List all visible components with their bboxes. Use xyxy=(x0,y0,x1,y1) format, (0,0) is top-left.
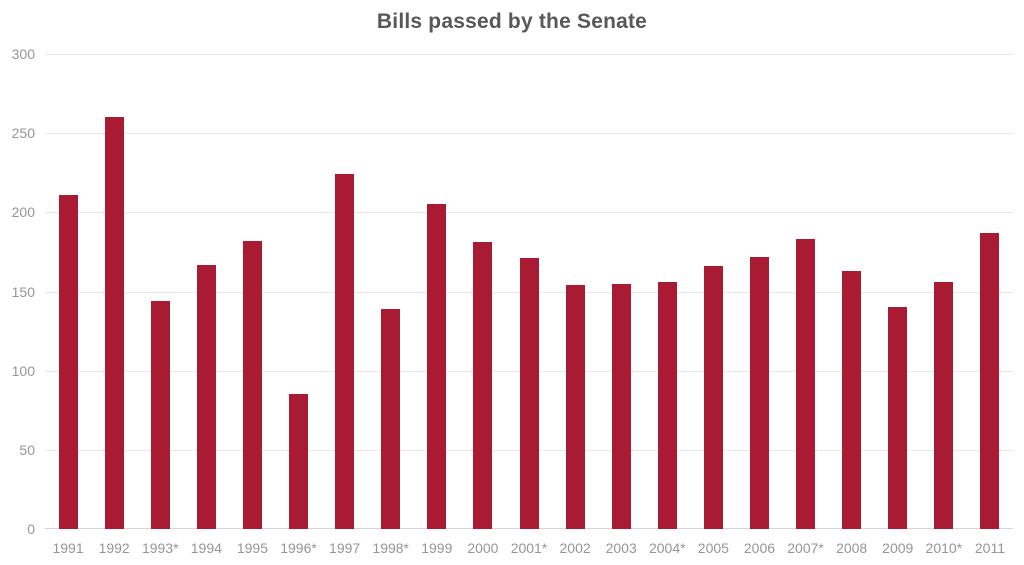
x-tick-label-1996: 1996* xyxy=(280,540,317,556)
bar-2006 xyxy=(749,256,769,529)
x-tick-label-2008: 2008 xyxy=(836,540,868,556)
x-tick-label-2000: 2000 xyxy=(467,540,499,556)
y-tick-label-0: 0 xyxy=(27,521,35,537)
x-tick-label-1994: 1994 xyxy=(190,540,222,556)
x-tick-label-2006: 2006 xyxy=(743,540,776,556)
bar-2001 xyxy=(519,258,539,529)
y-tick-label-150: 150 xyxy=(11,283,35,300)
bar-1999 xyxy=(427,204,447,529)
bar-1993 xyxy=(150,301,170,529)
x-tick-label-1999: 1999 xyxy=(421,540,453,556)
x-tick-label-1997: 1997 xyxy=(329,540,361,556)
y-tick-label-250: 250 xyxy=(11,125,35,142)
x-tick-label-2004: 2004* xyxy=(648,540,686,556)
bar-2007 xyxy=(796,239,816,529)
bar-2003 xyxy=(611,283,631,529)
x-tick-label-2001: 2001* xyxy=(510,540,548,556)
x-tick-label-2009: 2009 xyxy=(882,540,914,556)
bar-2000 xyxy=(473,242,493,529)
bar-2002 xyxy=(565,285,585,529)
x-tick-label-2005: 2005 xyxy=(697,540,729,556)
x-tick-label-2007: 2007* xyxy=(787,540,824,556)
y-tick-label-200: 200 xyxy=(11,204,35,221)
bar-2010 xyxy=(934,282,954,529)
x-tick-label-1992: 1992 xyxy=(98,540,130,556)
y-tick-label-100: 100 xyxy=(11,362,35,379)
chart-title: Bills passed by the Senate xyxy=(376,10,648,33)
bar-2009 xyxy=(888,307,908,529)
bar-1996 xyxy=(289,394,309,529)
gridline-250 xyxy=(45,133,1013,135)
bar-1991 xyxy=(58,194,78,529)
bar-2011 xyxy=(980,232,1000,529)
x-tick-label-1993: 1993* xyxy=(141,540,179,556)
x-tick-label-2010: 2010* xyxy=(925,540,963,556)
bar-2008 xyxy=(842,270,862,529)
y-tick-label-300: 300 xyxy=(11,46,35,62)
bar-1994 xyxy=(196,264,216,529)
x-tick-label-1991: 1991 xyxy=(52,540,84,556)
gridline-300 xyxy=(45,54,1013,55)
x-tick-label-2011: 2011 xyxy=(974,540,1005,556)
bar-2005 xyxy=(703,266,723,529)
plot-area xyxy=(45,54,1013,529)
bar-1992 xyxy=(104,117,124,529)
bar-1998 xyxy=(381,308,401,529)
x-tick-label-2002: 2002 xyxy=(559,540,591,556)
y-tick-label-50: 50 xyxy=(19,441,35,458)
bar-1997 xyxy=(335,174,355,529)
x-tick-label-1995: 1995 xyxy=(236,540,268,556)
bar-2004 xyxy=(657,282,677,529)
x-tick-label-1998: 1998* xyxy=(372,540,409,556)
gridline-200 xyxy=(45,212,1013,214)
bar-1995 xyxy=(242,240,262,529)
x-tick-label-2003: 2003 xyxy=(605,540,637,556)
